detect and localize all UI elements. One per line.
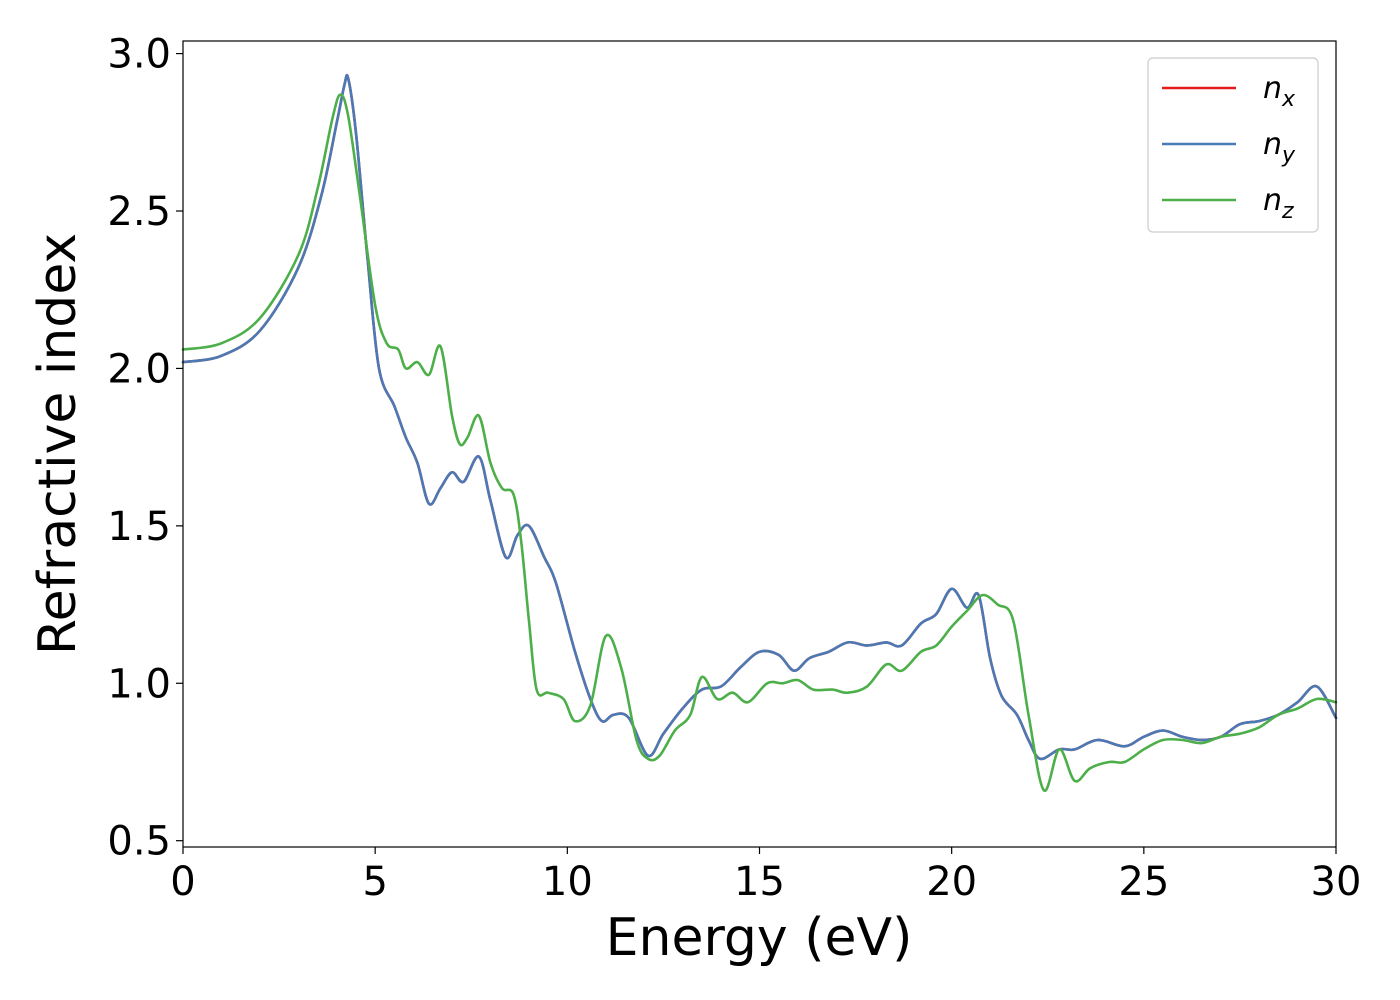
y-tick-label: 2.5 bbox=[107, 189, 171, 235]
y-tick-label: 1.0 bbox=[107, 661, 171, 707]
x-tick-label: 15 bbox=[734, 859, 785, 905]
y-axis-ticks: 0.5 1.0 1.5 2.0 2.5 3.0 bbox=[107, 32, 183, 865]
x-tick-label: 0 bbox=[170, 859, 195, 905]
series-line-n-y bbox=[181, 74, 1338, 761]
x-tick-label: 25 bbox=[1118, 859, 1169, 905]
legend: nx ny nz bbox=[1147, 57, 1319, 233]
legend-label-n-x: nx bbox=[1263, 71, 1296, 112]
x-axis-ticks: 0 5 10 15 20 25 30 bbox=[170, 847, 1361, 905]
x-axis-title: Energy (eV) bbox=[606, 908, 913, 968]
series-line-n-z bbox=[181, 93, 1338, 792]
legend-label-n-y: ny bbox=[1263, 127, 1296, 168]
x-tick-label: 5 bbox=[362, 859, 387, 905]
y-tick-label: 3.0 bbox=[107, 32, 171, 78]
legend-label-n-z: nz bbox=[1263, 183, 1294, 224]
plot-lines bbox=[181, 74, 1338, 792]
y-tick-label: 2.0 bbox=[107, 346, 171, 392]
x-tick-label: 30 bbox=[1311, 859, 1362, 905]
x-tick-label: 20 bbox=[926, 859, 977, 905]
y-tick-label: 1.5 bbox=[107, 504, 171, 550]
y-axis-title: Refractive index bbox=[28, 233, 88, 655]
x-tick-label: 10 bbox=[542, 859, 593, 905]
y-tick-label: 0.5 bbox=[107, 819, 171, 865]
